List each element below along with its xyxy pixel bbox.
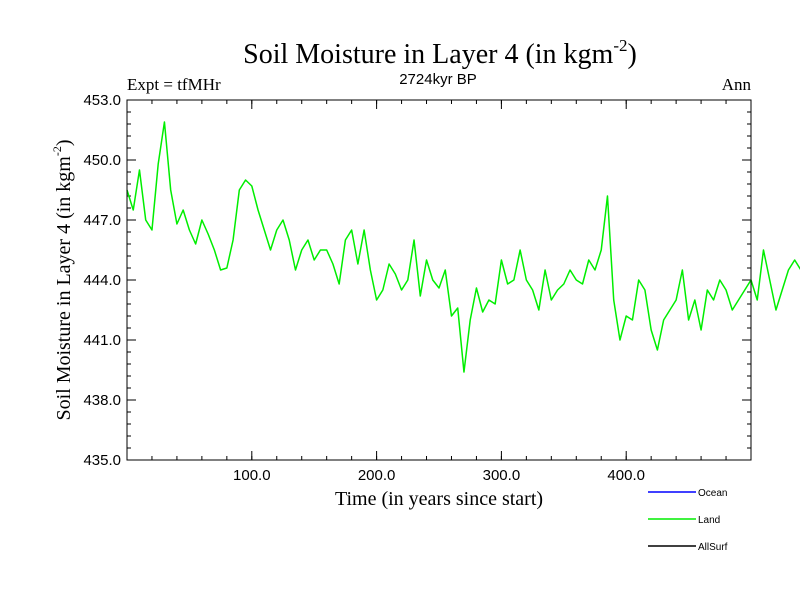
x-tick-label: 400.0 (607, 467, 645, 484)
y-tick-label: 438.0 (83, 392, 121, 409)
season-label: Ann (722, 75, 752, 94)
series-layer (126, 121, 800, 373)
x-tick-label: 100.0 (233, 467, 271, 484)
legend: Ocean Land AllSurf (648, 488, 728, 553)
x-axis-label: Time (in years since start) (335, 488, 543, 510)
y-tick-label: 450.0 (83, 152, 121, 169)
y-tick-label: 441.0 (83, 332, 121, 349)
y-tick-label: 435.0 (83, 452, 121, 469)
series-line-land (126, 121, 800, 373)
chart-subtitle: 2724kyr BP (399, 71, 477, 88)
x-tick-label: 200.0 (358, 467, 396, 484)
legend-label-allsurf: AllSurf (698, 542, 728, 553)
legend-label-ocean: Ocean (698, 488, 727, 499)
y-tick-label: 453.0 (83, 92, 121, 109)
chart-title: Soil Moisture in Layer 4 (in kgm-2) (243, 36, 637, 70)
x-tick-label: 300.0 (483, 467, 521, 484)
y-tick-label: 444.0 (83, 272, 121, 289)
experiment-label: Expt = tfMHr (127, 75, 221, 94)
y-axis-label: Soil Moisture in Layer 4 (in kgm-2) (50, 139, 75, 420)
y-tick-label: 447.0 (83, 212, 121, 229)
axis-ticks: 435.0 438.0 441.0 444.0 447.0 450.0 453.0 100.0… (83, 92, 752, 484)
legend-label-land: Land (698, 515, 720, 526)
plot-frame (126, 99, 752, 461)
